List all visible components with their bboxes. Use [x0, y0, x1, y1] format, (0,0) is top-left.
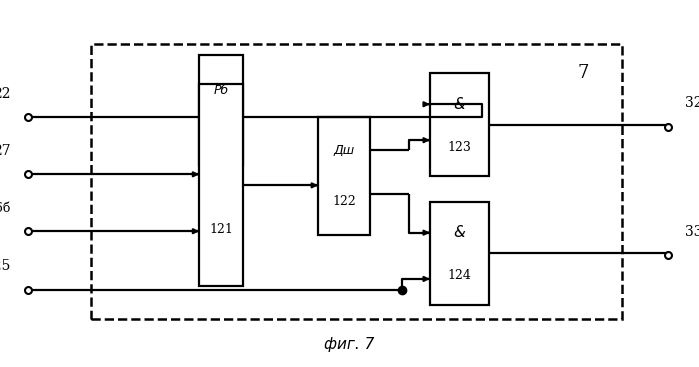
Text: 121: 121 [209, 223, 233, 236]
Text: &: & [454, 97, 466, 112]
Text: 122: 122 [333, 196, 356, 208]
Text: Дш: Дш [333, 144, 355, 157]
Text: 124: 124 [447, 269, 472, 282]
Text: 123: 123 [447, 141, 472, 154]
Bar [430, 202, 489, 305]
Text: 22: 22 [0, 87, 10, 101]
Text: 7: 7 [578, 64, 589, 83]
Bar [199, 55, 243, 165]
Text: 33: 33 [685, 225, 699, 239]
Text: фиг. 7: фиг. 7 [324, 337, 375, 352]
Text: Рб: Рб [213, 84, 229, 97]
Text: 32: 32 [685, 96, 699, 110]
Text: 126б: 126б [0, 202, 10, 215]
Bar [199, 84, 243, 286]
Bar [318, 117, 370, 235]
Bar [430, 73, 489, 176]
Text: 125: 125 [0, 259, 10, 273]
Bar [91, 44, 622, 319]
Text: 27: 27 [0, 144, 10, 158]
Text: &: & [454, 225, 466, 240]
